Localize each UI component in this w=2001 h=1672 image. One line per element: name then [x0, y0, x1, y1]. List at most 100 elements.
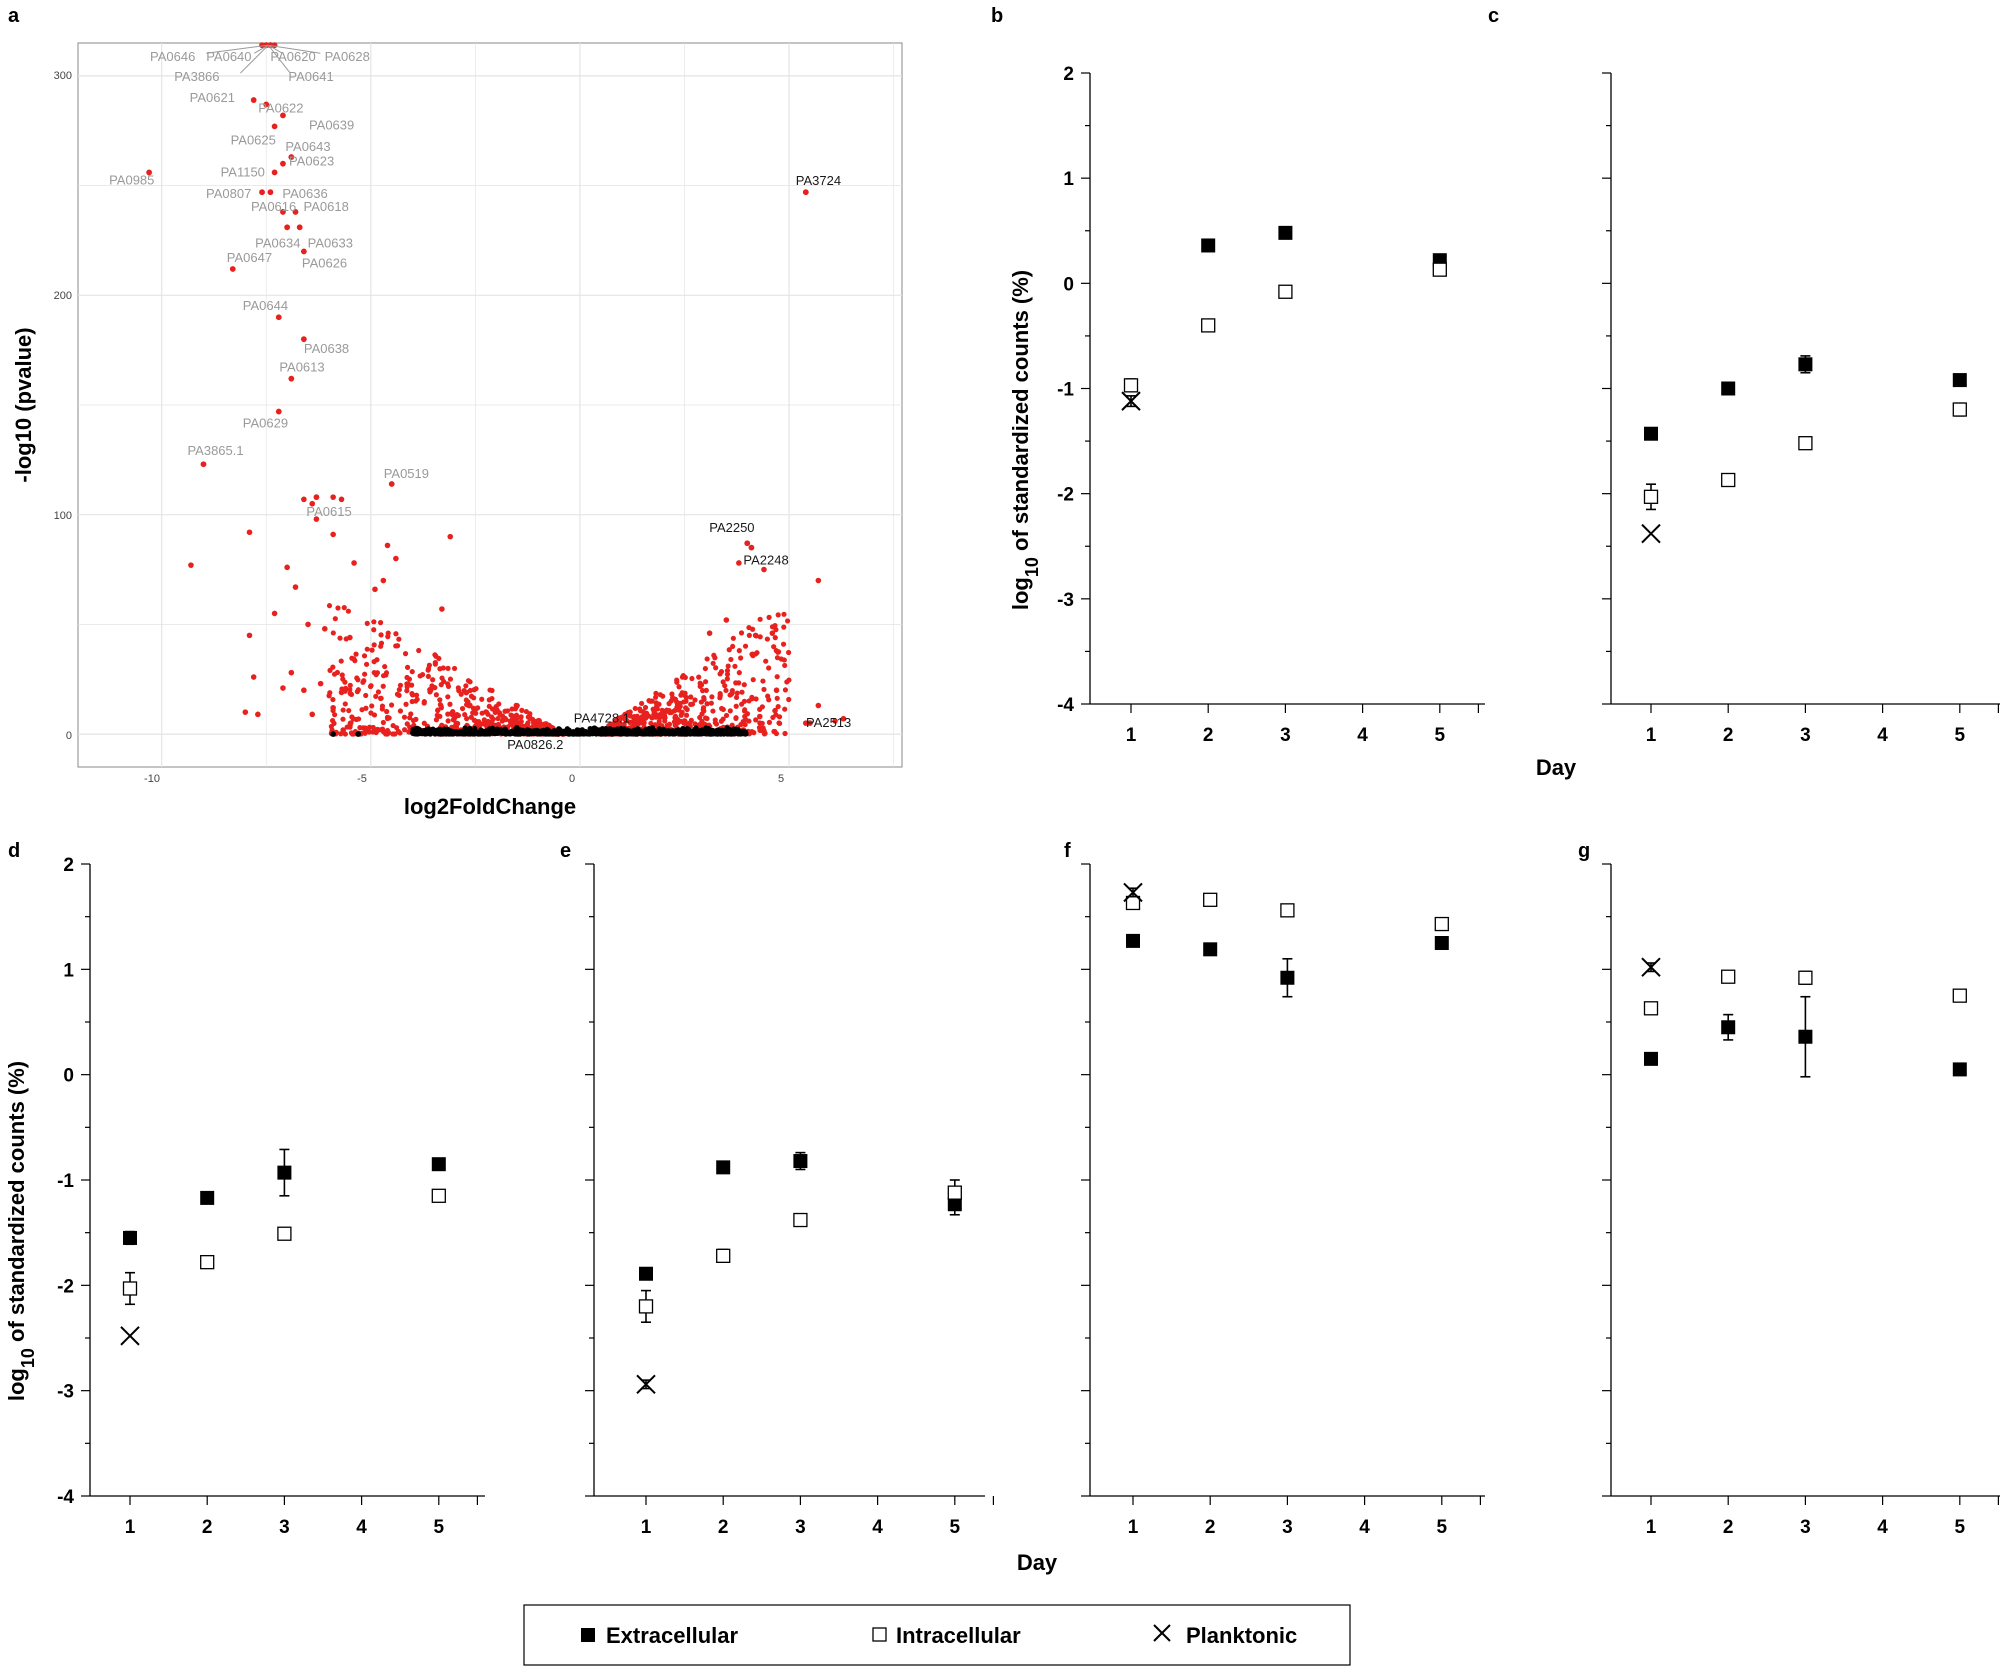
gene-label: PA0826.2	[507, 737, 563, 752]
significant-gene-point	[337, 635, 343, 641]
significant-gene-point	[675, 719, 681, 726]
significant-gene-point	[471, 687, 477, 693]
significant-gene-point	[689, 675, 695, 682]
significant-gene-point	[407, 715, 413, 721]
significant-gene-point	[421, 700, 427, 706]
significant-gene-point	[782, 706, 788, 712]
intracellular-point	[1721, 472, 1736, 488]
significant-gene-point	[683, 712, 690, 718]
significant-gene-point	[246, 632, 253, 639]
significant-gene-point	[781, 611, 787, 617]
labeled-gene-point	[146, 169, 153, 176]
significant-gene-point	[641, 720, 647, 726]
significant-gene-point	[301, 496, 307, 503]
y-tick-label: 2	[1063, 64, 1074, 85]
significant-gene-point	[396, 692, 402, 698]
significant-gene-point	[340, 707, 346, 713]
significant-gene-point	[702, 665, 708, 672]
non-significant-gene-point	[500, 729, 506, 735]
significant-gene-point	[365, 728, 372, 734]
significant-gene-point	[479, 696, 485, 702]
significant-gene-point	[396, 636, 402, 642]
significant-gene-point	[766, 719, 773, 725]
significant-gene-point	[455, 685, 461, 691]
x-tick-label: 2	[1723, 725, 1734, 746]
non-significant-gene-point	[565, 730, 571, 736]
x-tick-label: 2	[1205, 1517, 1216, 1538]
significant-gene-point	[739, 689, 745, 695]
significant-gene-point	[784, 618, 791, 624]
gene-label: PA3865.1	[187, 443, 243, 458]
significant-gene-point	[777, 720, 783, 727]
x-tick-label: 3	[279, 1517, 290, 1538]
significant-gene-point	[518, 714, 524, 720]
significant-gene-point	[710, 708, 716, 714]
non-significant-gene-point	[523, 729, 529, 735]
volcano-y-tick-label: 0	[66, 730, 72, 742]
extracellular-point	[200, 1190, 215, 1205]
non-significant-gene-point	[687, 730, 693, 737]
non-significant-gene-point	[330, 731, 336, 737]
significant-gene-point	[489, 714, 495, 720]
legend-box	[523, 1604, 1351, 1666]
intracellular-point	[1123, 378, 1139, 393]
significant-gene-point	[683, 705, 689, 711]
x-tick-label: 4	[872, 1517, 883, 1538]
non-significant-gene-point	[695, 729, 701, 735]
significant-gene-point	[749, 696, 755, 702]
non-significant-gene-point	[593, 731, 599, 737]
extracellular-point	[123, 1230, 137, 1245]
significant-gene-point	[330, 704, 336, 711]
significant-gene-point	[447, 701, 453, 707]
significant-gene-point	[674, 679, 680, 685]
significant-gene-point	[338, 658, 344, 664]
significant-gene-point	[464, 716, 470, 722]
day-axis-title-top: Day	[1536, 755, 1577, 780]
significant-gene-point	[371, 619, 377, 625]
gene-label: PA0638	[304, 341, 349, 356]
significant-gene-point	[502, 708, 508, 714]
significant-gene-point	[732, 663, 738, 669]
labeled-gene-point	[200, 461, 207, 468]
volcano-x-tick-label: 5	[778, 773, 784, 785]
labeled-gene-point	[300, 336, 307, 343]
y-tick-label: 1	[1063, 169, 1074, 190]
significant-gene-point	[727, 708, 733, 714]
significant-gene-point	[656, 701, 662, 707]
x-tick-label: 1	[641, 1517, 652, 1538]
non-significant-gene-point	[742, 731, 748, 737]
significant-gene-point	[646, 698, 652, 704]
non-significant-gene-point	[679, 729, 685, 735]
labeled-gene-point	[275, 314, 282, 321]
labeled-gene-point	[388, 481, 395, 487]
non-significant-gene-point	[601, 731, 607, 737]
significant-gene-point	[489, 687, 495, 694]
significant-gene-point	[672, 713, 679, 719]
non-significant-gene-point	[557, 726, 563, 732]
non-significant-gene-point	[707, 729, 713, 735]
significant-gene-point	[435, 707, 441, 714]
significant-gene-point	[703, 687, 709, 693]
x-tick-label: 4	[1877, 1517, 1888, 1538]
significant-gene-point	[360, 679, 366, 685]
labeled-gene-point	[229, 266, 236, 272]
significant-gene-point	[723, 687, 729, 694]
x-tick-label: 2	[718, 1517, 729, 1538]
significant-gene-point	[326, 603, 333, 609]
labeled-gene-point	[263, 101, 270, 108]
non-significant-gene-point	[485, 730, 492, 736]
labeled-gene-point	[748, 544, 755, 551]
planktonic-point	[1641, 523, 1661, 544]
significant-gene-point	[338, 689, 345, 696]
non-significant-gene-point	[467, 730, 474, 737]
significant-gene-point	[439, 606, 445, 612]
gene-label: PA3724	[796, 173, 841, 188]
x-tick-label: 1	[1646, 1517, 1657, 1538]
intracellular-point	[431, 1188, 446, 1203]
significant-gene-point	[753, 651, 759, 657]
significant-gene-point	[739, 701, 745, 707]
significant-gene-point	[458, 691, 464, 697]
significant-gene-point	[402, 651, 409, 657]
significant-gene-point	[361, 653, 368, 659]
significant-gene-point	[321, 625, 328, 632]
